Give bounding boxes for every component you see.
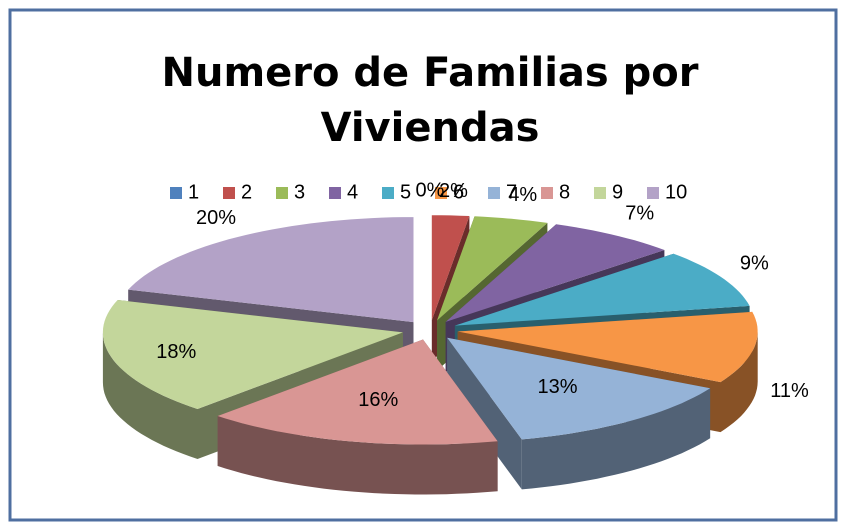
legend-label: 3 — [294, 181, 305, 203]
slice — [217, 339, 498, 495]
data-label: 16% — [358, 389, 398, 411]
legend-swatch — [170, 187, 182, 199]
legend-label: 2 — [241, 181, 252, 203]
slice-top — [457, 311, 758, 383]
legend-swatch — [276, 187, 288, 199]
legend-swatch — [435, 187, 447, 199]
title-line: Numero de Familias por — [162, 50, 699, 96]
data-label: 18% — [156, 341, 196, 363]
legend-swatch — [594, 187, 606, 199]
data-label: 20% — [196, 207, 236, 229]
data-label: 4% — [508, 184, 537, 206]
slice-top — [447, 337, 711, 440]
data-label: 11% — [770, 380, 809, 402]
slice-top — [217, 339, 498, 445]
legend-label: 5 — [400, 181, 411, 203]
legend-label: 1 — [188, 181, 199, 203]
slice-side — [720, 331, 758, 433]
legend-swatch — [541, 187, 553, 199]
slice-side — [102, 332, 198, 459]
legend-label: 4 — [347, 181, 358, 203]
slice-top — [445, 224, 665, 322]
legend-swatch — [488, 187, 500, 199]
chart-title: Numero de Familias por Viviendas — [162, 50, 699, 151]
data-label: 0% — [416, 180, 445, 202]
slice-side — [447, 337, 522, 490]
legend-swatch — [329, 187, 341, 199]
data-label: 7% — [625, 202, 654, 224]
legend-swatch — [223, 187, 235, 199]
data-label: 9% — [740, 252, 769, 274]
slice-top — [128, 217, 414, 323]
slice-top — [102, 300, 403, 409]
data-label: 2% — [439, 180, 468, 202]
slice — [447, 337, 711, 490]
slice-side — [521, 388, 711, 490]
slice-side — [217, 416, 498, 495]
legend-label: 8 — [559, 181, 570, 203]
slice-top — [437, 216, 548, 321]
legend-label: 7 — [506, 181, 517, 203]
legend-label: 9 — [612, 181, 623, 203]
legend-swatch — [382, 187, 394, 199]
title-line: Viviendas — [321, 105, 540, 151]
legend-label: 6 — [453, 181, 464, 203]
legend-swatch — [647, 187, 659, 199]
data-label: 13% — [537, 376, 577, 398]
slice-top — [454, 253, 750, 326]
legend-label: 10 — [665, 181, 687, 203]
slice-top — [431, 215, 470, 321]
